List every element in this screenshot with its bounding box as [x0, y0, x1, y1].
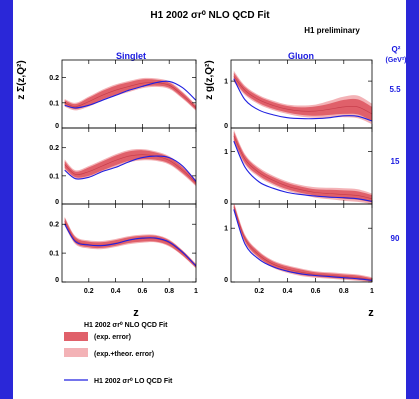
y-tick-label: 1 — [224, 79, 228, 86]
y-tick-label: 0 — [224, 277, 228, 284]
panel-singlet-q2-90: 0 0.1 0.2 0.2 0.4 0.6 0.8 1 — [49, 204, 198, 295]
chart-title: H1 2002 σr⁰ NLO QCD Fit — [150, 10, 270, 21]
singlet-y-axis-label: z Σ(z,Q²) — [16, 60, 27, 99]
panel-plot-area — [65, 78, 196, 111]
y-tick-label: 0 — [224, 199, 228, 206]
x-tick-label: 0.8 — [164, 288, 174, 295]
legend-heading: H1 2002 σr⁰ NLO QCD Fit — [84, 321, 168, 329]
panel-singlet-q2-15: 0 0.1 0.2 — [49, 128, 196, 206]
x-tick-label: 1 — [194, 288, 198, 295]
singlet-x-axis-label: z — [133, 307, 139, 319]
x-tick-label: 0.2 — [84, 288, 94, 295]
x-tick-label: 0.8 — [339, 288, 349, 295]
panel-plot-area — [234, 71, 372, 124]
x-tick-label: 0.4 — [111, 288, 121, 295]
y-tick-label: 0 — [224, 123, 228, 130]
nlo-central-line — [234, 207, 372, 280]
y-tick-label: 0.1 — [49, 100, 59, 107]
q2-header: Q² — [392, 45, 401, 54]
legend: H1 2002 σr⁰ NLO QCD Fit (exp. error) (ex… — [64, 321, 173, 385]
panel-plot-area — [65, 217, 196, 269]
panel-frame — [62, 60, 196, 128]
x-tick-label: 0.6 — [311, 288, 321, 295]
x-tick-label: 0.2 — [254, 288, 264, 295]
gluon-x-axis-label: z — [368, 307, 374, 319]
gluon-y-axis-label: z g(z,Q²) — [204, 60, 215, 99]
exp-error-band — [234, 132, 372, 203]
exp-error-band — [65, 150, 196, 185]
q2-value-label: 15 — [391, 157, 400, 166]
x-tick-label: 0.4 — [283, 288, 293, 295]
q2-value-label: 5.5 — [389, 85, 401, 94]
q2-value-label: 90 — [391, 234, 400, 243]
panel-gluon-q2-15: 01 — [224, 128, 372, 206]
legend-theo-swatch — [64, 348, 88, 357]
y-tick-label: 0.2 — [49, 75, 59, 82]
y-tick-label: 0 — [55, 199, 59, 206]
chart-subtitle: H1 preliminary — [304, 26, 360, 35]
y-tick-label: 0 — [55, 277, 59, 284]
y-tick-label: 1 — [224, 226, 228, 233]
q2-unit: (GeV²) — [386, 57, 407, 64]
legend-lo-label: H1 2002 σr⁰ LO QCD Fit — [94, 377, 173, 385]
y-tick-label: 0.2 — [49, 222, 59, 229]
legend-theo-label: (exp.+theor. error) — [94, 351, 154, 358]
legend-exp-label: (exp. error) — [94, 334, 131, 341]
y-tick-label: 0 — [55, 123, 59, 130]
y-tick-label: 0.2 — [49, 145, 59, 152]
y-tick-label: 0.1 — [49, 173, 59, 180]
panel-gluon-q2-5.5: 01 — [224, 60, 372, 130]
singlet-column-label: Singlet — [116, 51, 146, 61]
legend-exp-swatch — [64, 332, 88, 341]
y-tick-label: 0.1 — [49, 251, 59, 258]
panel-plot-area — [234, 130, 372, 204]
panel-plot-area — [234, 202, 372, 283]
gluon-column-label: Gluon — [288, 51, 314, 61]
y-tick-label: 1 — [224, 149, 228, 156]
panel-gluon-q2-90: 0 1 0.2 0.4 0.6 0.8 1 — [224, 202, 374, 295]
x-tick-label: 1 — [370, 288, 374, 295]
panel-plot-area — [65, 149, 196, 186]
x-tick-label: 0.6 — [138, 288, 148, 295]
panel-singlet-q2-5.5: 0 0.1 0.2 — [49, 60, 196, 130]
